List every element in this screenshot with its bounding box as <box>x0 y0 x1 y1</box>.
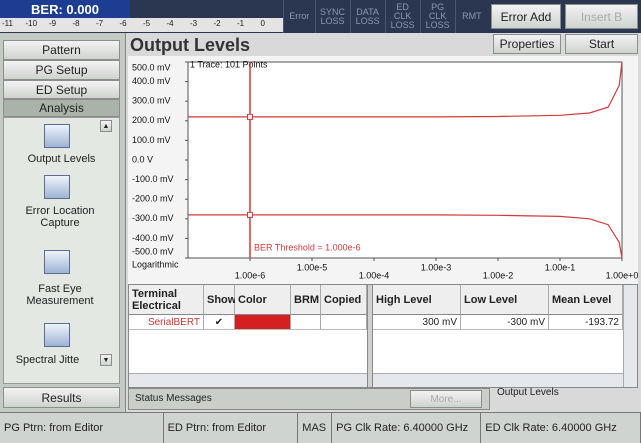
y-tick-label: -300.0 mV <box>132 213 174 223</box>
status-indicator: ED CLK LOSS <box>384 0 420 33</box>
ber-display: BER: 0.000 <box>0 0 130 18</box>
pane-divider <box>367 285 373 387</box>
pattern-button[interactable]: Pattern <box>3 40 120 60</box>
threshold-label: BER Threshold = 1.000e-6 <box>254 242 361 252</box>
h-scrollbar <box>373 373 623 387</box>
scroll-down[interactable]: ▼ <box>100 354 112 366</box>
scale-label: -5 <box>143 19 151 28</box>
table-cell: SerialBERT <box>129 315 204 330</box>
output-levels-icon[interactable] <box>44 124 70 148</box>
x-tick-label: 1.00e+0 <box>606 270 639 280</box>
status-field: ED Clk Rate: 6.40000 GHz <box>481 413 641 443</box>
error-add-button[interactable]: Error Add <box>491 4 561 29</box>
spectral-jitter-icon[interactable] <box>44 323 70 347</box>
status-messages: Status Messages <box>128 388 490 410</box>
column-header: Terminal Electrical <box>129 285 204 315</box>
y-tick-label: -500.0 mV <box>132 246 174 256</box>
x-tick-label: 1.00e-2 <box>483 270 514 280</box>
table-cell: ✔ <box>204 315 235 330</box>
y-tick-label: -400.0 mV <box>132 233 174 243</box>
h-scrollbar <box>129 373 367 387</box>
tool-label[interactable]: Fast Eye Measurement <box>26 283 94 307</box>
tool-label[interactable]: Spectral Jitte <box>15 354 80 366</box>
threshold-marker <box>247 113 253 120</box>
scale-label: -2 <box>213 19 221 28</box>
x-tick-label: 1.00e-3 <box>421 262 452 272</box>
tool-label[interactable]: Output Levels <box>27 153 96 165</box>
y-tick-label: 500.0 mV <box>132 62 171 72</box>
insert-button: Insert B <box>565 4 638 29</box>
scale-label: -9 <box>49 19 57 28</box>
x-scale-label: Logarithmic <box>132 259 179 269</box>
analysis-button[interactable]: Analysis <box>3 99 120 117</box>
column-header: BRM <box>291 285 321 315</box>
table-cell <box>321 315 367 330</box>
column-header: Color <box>235 285 291 315</box>
fast-eye-icon[interactable] <box>44 250 70 274</box>
scale-label: -6 <box>119 19 127 28</box>
level-curve <box>188 214 623 259</box>
scale-label: -4 <box>166 19 174 28</box>
y-tick-label: 0.0 V <box>132 154 153 164</box>
indicators: Error SYNC LOSS DATA LOSS ED CLK LOSS PG CLK… <box>283 0 488 33</box>
x-tick-label: 1.00e-1 <box>545 262 576 272</box>
ed-setup-button[interactable]: ED Setup <box>3 80 120 99</box>
scale-label: -7 <box>96 19 104 28</box>
y-tick-label: 100.0 mV <box>132 135 171 145</box>
y-tick-label: -100.0 mV <box>132 174 174 184</box>
pg-setup-button[interactable]: PG Setup <box>3 60 120 80</box>
column-header: Copied <box>321 285 367 315</box>
ber-scale: -11 -10 -9 -8 -7 -6 -5 -4 -3 -2 -1 0 <box>0 18 283 32</box>
trace-info: 1 Trace: 101 Points <box>190 59 268 69</box>
threshold-marker <box>247 211 253 218</box>
plot-frame <box>187 61 623 259</box>
status-field: PG Ptrn: from Editor <box>0 413 164 443</box>
scale-label: 0 <box>260 19 265 28</box>
status-field: ED Ptrn: from Editor <box>164 413 299 443</box>
status-indicator: DATA LOSS <box>349 0 385 33</box>
scale-label: -10 <box>25 19 38 28</box>
results-button[interactable]: Results <box>3 387 120 408</box>
y-tick-label: -200.0 mV <box>132 194 174 204</box>
view-title: Output Levels <box>130 35 251 55</box>
status-view: Output Levels <box>497 387 559 398</box>
scale-label: -8 <box>72 19 80 28</box>
x-tick-label: 1.00e-6 <box>235 270 266 280</box>
table-cell <box>235 315 291 330</box>
y-tick-label: 400.0 mV <box>132 76 171 86</box>
column-header: Low Level <box>461 285 549 315</box>
scale-label: -1 <box>237 19 245 28</box>
status-indicator: PG CLK LOSS <box>419 0 455 33</box>
output-levels-plot: 1 Trace: 101 Points 500.0 mV 400.0 mV 300.0… <box>128 56 639 284</box>
table-cell: -193.72 <box>549 315 623 330</box>
column-header: Show <box>204 285 236 315</box>
y-tick-label: 300.0 mV <box>132 96 171 106</box>
table-cell <box>291 315 321 330</box>
level-curve <box>188 61 623 118</box>
status-indicator: RMT <box>454 0 488 33</box>
column-header: Mean Level <box>549 285 623 315</box>
status-field: MAS <box>298 413 333 443</box>
table-cell: 300 mV <box>373 315 461 330</box>
x-tick-label: 1.00e-5 <box>297 262 328 272</box>
status-indicator: SYNC LOSS <box>314 0 350 33</box>
x-tick-label: 1.00e-4 <box>359 270 390 280</box>
y-tick-label: 200.0 mV <box>132 115 171 125</box>
start-button[interactable]: Start <box>565 34 638 54</box>
status-bar: PG Ptrn: from Editor ED Ptrn: from Editor… <box>0 412 641 443</box>
status-field: PG Clk Rate: 6.40000 GHz <box>332 413 482 443</box>
tool-label[interactable]: Error Location Capture <box>25 205 95 229</box>
properties-button[interactable]: Properties <box>493 34 561 54</box>
column-header: High Level <box>373 285 461 315</box>
results-table: Terminal Electrical Show Color BRM Copied Hig… <box>128 284 638 388</box>
table-cell: -300 mV <box>461 315 549 330</box>
more-button: More... <box>410 390 482 408</box>
scroll-up[interactable]: ▲ <box>100 120 112 132</box>
scale-label: -11 <box>2 19 13 28</box>
v-scrollbar <box>623 285 637 387</box>
error-location-icon[interactable] <box>44 175 70 199</box>
scale-label: -3 <box>190 19 198 28</box>
status-indicator: Error <box>283 0 315 33</box>
